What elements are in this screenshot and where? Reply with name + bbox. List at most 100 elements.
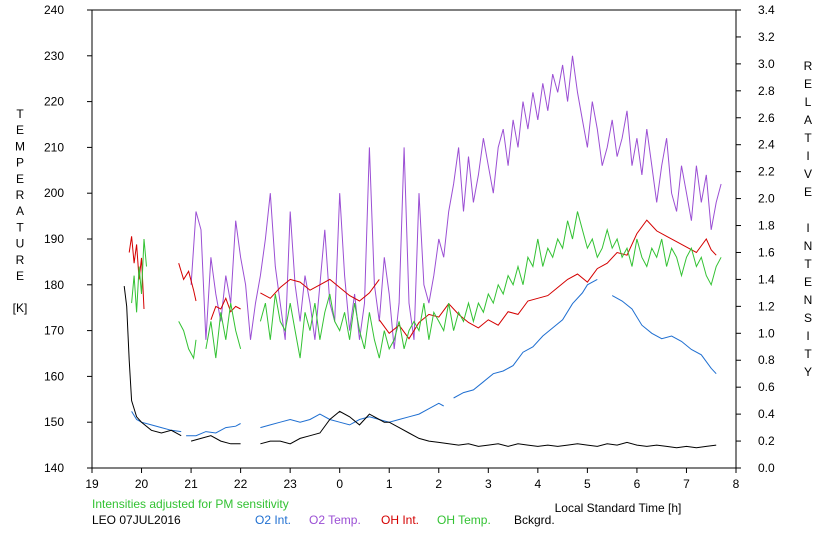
- series-line-bckgrd: [260, 410, 717, 449]
- series-line-oh-temp: [259, 211, 722, 359]
- series-line-oh-int: [178, 263, 197, 302]
- left-title-letter: T: [16, 107, 24, 121]
- legend-item: O2 Temp.: [309, 513, 361, 527]
- x-tick-label: 5: [584, 477, 591, 491]
- series-line-oh-temp: [205, 303, 242, 359]
- y-right-tick-label: 3.2: [758, 30, 775, 44]
- right-title-letter: T: [804, 131, 812, 145]
- x-tick-label: 19: [85, 477, 99, 491]
- right-title-letter: N: [804, 293, 813, 307]
- series-line-oh-temp: [131, 238, 147, 313]
- y-left-tick-label: 160: [44, 369, 64, 383]
- series-line-o2-int: [453, 278, 598, 399]
- left-title-letter: R: [16, 253, 25, 267]
- x-tick-label: 3: [485, 477, 492, 491]
- right-title-letter: E: [804, 275, 812, 289]
- right-title-letter: Y: [804, 365, 812, 379]
- right-title-letter: I: [806, 149, 809, 163]
- legend-item: O2 Int.: [255, 513, 291, 527]
- x-tick-label: 20: [135, 477, 149, 491]
- series-line-o2-int: [260, 402, 444, 429]
- left-title-letter: E: [16, 269, 24, 283]
- y-left-tick-label: 170: [44, 324, 64, 338]
- right-title-letter: E: [804, 77, 812, 91]
- right-title-letter: T: [804, 257, 812, 271]
- series-line-bckgrd: [190, 435, 241, 445]
- y-right-tick-label: 2.2: [758, 165, 775, 179]
- y-right-tick-label: 2.6: [758, 111, 775, 125]
- y-right-tick-label: 2.4: [758, 138, 775, 152]
- right-title-letter: R: [804, 59, 813, 73]
- right-title-letter: T: [804, 347, 812, 361]
- y-left-tick-label: 200: [44, 186, 64, 200]
- y-right-tick-label: 2.8: [758, 84, 775, 98]
- plot-frame: [91, 9, 737, 469]
- y-right-tick-label: 1.8: [758, 219, 775, 233]
- y-right-tick-label: 0.8: [758, 353, 775, 367]
- y-left-tick-label: 150: [44, 415, 64, 429]
- right-title-letter: I: [806, 221, 809, 235]
- x-tick-label: 8: [733, 477, 740, 491]
- y-right-tick-label: 0.2: [758, 434, 775, 448]
- series-line-oh-int: [128, 236, 145, 310]
- series-line-oh-int: [378, 219, 717, 340]
- left-title-letter: R: [16, 188, 25, 202]
- series-line-o2-int: [186, 423, 241, 437]
- left-title-letter: P: [16, 156, 24, 170]
- legend-item: OH Int.: [381, 513, 419, 527]
- y-right-tick-label: 0.6: [758, 380, 775, 394]
- series-line-oh-int: [260, 278, 380, 302]
- x-tick-label: 23: [283, 477, 297, 491]
- y-right-tick-label: 3.4: [758, 3, 775, 17]
- y-left-tick-label: 230: [44, 49, 64, 63]
- y-right-tick-label: 1.6: [758, 245, 775, 259]
- legend-item: Bckgrd.: [514, 513, 555, 527]
- axis-ticks: 19 20 21 22 23 0 1 2 3 4 5 6 7 8140150160170180190200…: [44, 3, 775, 491]
- y-left-tick-label: 240: [44, 3, 64, 17]
- right-title-letter: E: [804, 185, 812, 199]
- series-line-bckgrd: [123, 286, 182, 437]
- left-title-letter: T: [16, 220, 24, 234]
- station-date: LEO 07JUL2016: [92, 513, 181, 527]
- x-tick-label: 1: [386, 477, 393, 491]
- legend: O2 Int. O2 Temp. OH Int. OH Temp. Bckgrd.: [255, 513, 555, 527]
- left-title-letter: E: [16, 123, 24, 137]
- y-left-tick-label: 190: [44, 232, 64, 246]
- y-right-tick-label: 0.4: [758, 407, 775, 421]
- x-tick-label: 21: [184, 477, 198, 491]
- legend-item: OH Temp.: [437, 513, 491, 527]
- right-title-letter: S: [804, 311, 812, 325]
- left-title-letter: M: [15, 139, 25, 153]
- y-right-tick-label: 0.0: [758, 461, 775, 475]
- x-tick-label: 22: [234, 477, 248, 491]
- right-title-letter: L: [805, 95, 812, 109]
- y-left-tick-label: 220: [44, 95, 64, 109]
- right-title-letter: N: [804, 239, 813, 253]
- series-layer: [123, 55, 722, 449]
- y-left-tick-label: 140: [44, 461, 64, 475]
- x-tick-label: 4: [535, 477, 542, 491]
- y-right-tick-label: 1.4: [758, 272, 775, 286]
- y-right-tick-label: 1.0: [758, 326, 775, 340]
- left-title-letter: A: [16, 204, 24, 218]
- left-title-letter: E: [16, 172, 24, 186]
- x-tick-label: 6: [634, 477, 641, 491]
- x-tick-label: 7: [683, 477, 690, 491]
- x-tick-label: 2: [435, 477, 442, 491]
- left-title-letter: U: [16, 237, 25, 251]
- right-title-letter: I: [806, 329, 809, 343]
- y-right-tick-label: 2.0: [758, 192, 775, 206]
- y-right-tick-label: 3.0: [758, 57, 775, 71]
- right-title-letter: V: [804, 167, 812, 181]
- y-right-tick-label: 1.2: [758, 299, 775, 313]
- series-line-o2-int: [611, 295, 717, 375]
- x-axis-label: Local Standard Time [h]: [555, 501, 682, 515]
- left-axis-unit: [K]: [13, 301, 28, 315]
- x-tick-label: 0: [336, 477, 343, 491]
- right-title-letter: A: [804, 113, 812, 127]
- series-line-oh-int: [210, 296, 241, 320]
- series-line-o2-temp: [190, 55, 722, 349]
